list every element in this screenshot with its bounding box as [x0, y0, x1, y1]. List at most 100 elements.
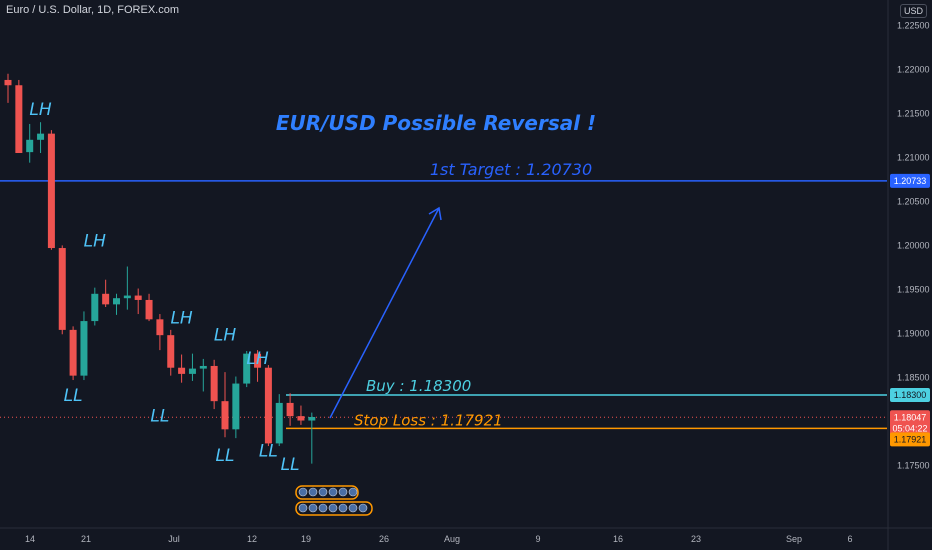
candle-body	[91, 293, 99, 322]
swing-label-ll: LL	[281, 455, 300, 475]
swing-label-lh: LH	[246, 349, 268, 369]
target-label: 1st Target : 1.20730	[430, 160, 592, 179]
projection-arrow-head	[428, 206, 442, 221]
candle-body	[134, 295, 142, 300]
x-tick-label: Jul	[168, 534, 180, 544]
candle-body	[123, 295, 131, 299]
swing-label-ll: LL	[150, 406, 169, 426]
swing-label-ll: LL	[216, 446, 235, 466]
swing-label-lh: LH	[214, 325, 236, 345]
y-tick-label: 1.19500	[897, 284, 930, 294]
event-flag-icon[interactable]	[338, 487, 348, 497]
event-flag-icon[interactable]	[318, 487, 328, 497]
labels-layer: EUR/USD Possible Reversal ! 1st Target : …	[29, 100, 596, 475]
candle-body	[69, 329, 77, 376]
y-tick-label: 1.19000	[897, 328, 930, 338]
buy-price-badge-bg	[890, 388, 930, 402]
candle-body	[145, 299, 153, 320]
swing-label-lh: LH	[29, 100, 51, 120]
projection-arrow	[329, 207, 440, 419]
swing-label-lh: LH	[84, 231, 106, 251]
x-tick-label: 26	[379, 534, 389, 544]
swing-label-ll: LL	[259, 442, 278, 462]
x-axis: 14 21 Jul 12 19 26 Aug 9 16 23 Sep 6	[0, 527, 932, 544]
candle-body	[232, 383, 240, 430]
candle-body	[58, 248, 66, 330]
event-flag-icon[interactable]	[298, 487, 308, 497]
candle-body	[113, 298, 120, 305]
candle-body	[275, 402, 283, 444]
events-row-1[interactable]	[295, 485, 359, 500]
swing-label-lh: LH	[170, 309, 192, 329]
candle-body	[37, 133, 45, 140]
event-flag-icon[interactable]	[308, 487, 318, 497]
candle-body	[243, 353, 251, 384]
last-price-badge-bg	[890, 410, 930, 437]
swing-label-ll: LL	[64, 386, 83, 406]
candle-body	[4, 79, 12, 86]
levels-layer	[0, 180, 887, 430]
y-tick-label: 1.21500	[897, 108, 930, 118]
y-tick-label: 1.20500	[897, 196, 930, 206]
events-row-2[interactable]	[295, 501, 373, 516]
candle-body	[188, 368, 196, 374]
event-flag-icon[interactable]	[308, 503, 318, 513]
candle-body	[26, 139, 34, 153]
candle-body	[178, 367, 186, 374]
stop-price-badge: 1.17921	[894, 434, 927, 444]
candles-layer	[4, 73, 316, 464]
x-tick-label: 14	[25, 534, 35, 544]
last-price-badge: 1.18047	[894, 412, 927, 422]
x-tick-label: 19	[301, 534, 311, 544]
stop-loss-label: Stop Loss : 1.17921	[354, 411, 503, 429]
event-flag-icon[interactable]	[318, 503, 328, 513]
candle-body	[254, 353, 262, 368]
event-flag-icon[interactable]	[328, 503, 338, 513]
target-price-badge-bg	[890, 173, 930, 188]
candle-body	[102, 293, 110, 305]
candle-body	[297, 416, 305, 421]
y-tick-label: 1.20000	[897, 240, 930, 250]
event-flag-icon[interactable]	[298, 503, 308, 513]
candle-body	[286, 402, 294, 417]
x-tick-label: Aug	[444, 534, 460, 544]
y-tick-label: 1.17500	[897, 460, 930, 470]
candle-body	[308, 417, 316, 421]
candle-body	[264, 367, 272, 444]
candle-body	[221, 401, 229, 430]
candle-body	[47, 133, 55, 249]
last-price-badge-countdown: 05:04:22	[892, 423, 927, 433]
candle-body	[80, 321, 88, 376]
candle-body	[156, 319, 164, 336]
x-tick-label: 6	[847, 534, 852, 544]
x-tick-label: 9	[535, 534, 540, 544]
event-flag-icon[interactable]	[338, 503, 348, 513]
chart-title: EUR/USD Possible Reversal !	[276, 111, 596, 135]
target-price-badge: 1.20733	[894, 176, 927, 186]
y-tick-label: 1.18500	[897, 372, 930, 382]
buy-label: Buy : 1.18300	[366, 377, 471, 395]
event-flag-icon[interactable]	[328, 487, 338, 497]
x-tick-label: Sep	[786, 534, 802, 544]
candle-body	[15, 85, 23, 153]
x-tick-label: 12	[247, 534, 257, 544]
x-tick-label: 21	[81, 534, 91, 544]
candle-body	[199, 365, 207, 369]
buy-price-badge: 1.18300	[894, 390, 927, 400]
stop-price-badge-bg	[890, 432, 930, 447]
event-flag-icon[interactable]	[358, 503, 368, 513]
event-flag-icon[interactable]	[348, 503, 358, 513]
currency-badge[interactable]: USD	[900, 4, 928, 18]
x-tick-label: 16	[613, 534, 623, 544]
y-tick-label: 1.22000	[897, 64, 930, 74]
economic-events	[295, 485, 373, 516]
x-tick-label: 23	[691, 534, 701, 544]
y-axis: 1.22500 1.22000 1.21500 1.21000 1.20500 1.200…	[887, 0, 930, 550]
y-tick-label: 1.21000	[897, 152, 930, 162]
candle-body	[167, 335, 175, 368]
event-flag-icon[interactable]	[348, 487, 358, 497]
candle-body	[210, 365, 218, 402]
symbol-title: Euro / U.S. Dollar, 1D, FOREX.com	[6, 4, 179, 16]
y-tick-label: 1.22500	[897, 20, 930, 30]
